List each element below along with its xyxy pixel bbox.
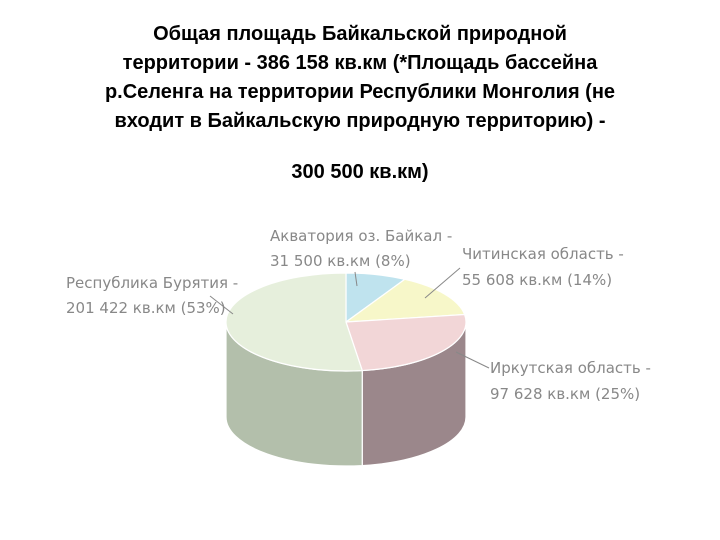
slice-label-name-irkutsk: Иркутская область - <box>490 359 651 377</box>
leader-line-irkutsk <box>455 351 490 369</box>
title-line: р.Селенга на территории Республики Монго… <box>104 81 616 103</box>
slice-label-value-chita: 55 608 кв.км (14%) <box>462 271 612 289</box>
chart-title: Общая площадь Байкальской природной терр… <box>0 20 720 187</box>
title-line: входит в Байкальскую природную территори… <box>114 110 606 132</box>
slice-label-value-baikal: 31 500 кв.км (8%) <box>270 252 411 270</box>
title-line: 300 500 кв.км) <box>291 161 429 183</box>
title-line: Общая площадь Байкальской природной <box>153 23 567 45</box>
title-line: территории - 386 158 кв.км (*Площадь бас… <box>122 52 598 74</box>
slice-label-name-chita: Читинская область - <box>462 245 624 263</box>
slice-label-name-buryatia: Республика Бурятия - <box>66 274 238 292</box>
slice-label-value-buryatia: 201 422 кв.км (53%) <box>66 299 226 317</box>
leader-line-chita <box>424 267 461 299</box>
leader-line-buryatia <box>209 295 234 315</box>
leader-line-baikal <box>354 271 358 287</box>
pie-slice-irkutsk <box>345 313 467 372</box>
pie-slice-buryatia <box>225 272 364 372</box>
slice-label-name-baikal: Акватория оз. Байкал - <box>270 227 452 245</box>
slice-label-value-irkutsk: 97 628 кв.км (25%) <box>490 385 640 403</box>
